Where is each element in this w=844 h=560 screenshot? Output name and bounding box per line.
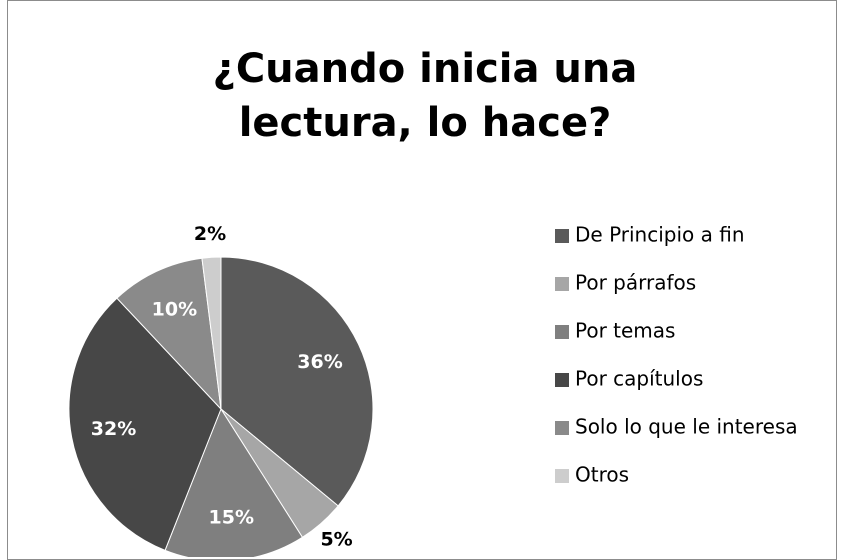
legend-swatch: [555, 373, 569, 387]
legend-swatch: [555, 421, 569, 435]
data-label: 32%: [91, 418, 136, 440]
legend-label: Por párrafos: [575, 271, 696, 295]
data-label: 5%: [320, 529, 352, 551]
legend-label: Otros: [575, 463, 629, 487]
legend-swatch: [555, 229, 569, 243]
legend-label: Solo lo que le interesa: [575, 415, 798, 439]
chart-title: ¿Cuando inicia una lectura, lo hace?: [212, 46, 638, 146]
pie-slice: [116, 257, 222, 411]
legend-label: Por capítulos: [575, 367, 703, 391]
pie-slice: [201, 256, 222, 410]
pie-slice: [220, 256, 374, 507]
data-label: 15%: [209, 506, 254, 528]
pie-slice: [164, 407, 304, 557]
legend-label: Por temas: [575, 319, 675, 343]
legend-swatch: [555, 325, 569, 339]
data-label: 36%: [297, 351, 342, 373]
data-label: 2%: [194, 223, 226, 245]
legend-swatch: [555, 469, 569, 483]
legend-label: De Principio a fin: [575, 223, 745, 247]
pie-slice: [68, 297, 222, 551]
legend-swatch: [555, 277, 569, 291]
data-label: 10%: [152, 298, 197, 320]
